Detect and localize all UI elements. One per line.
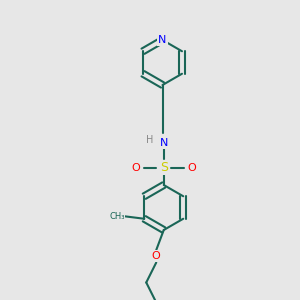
Text: S: S	[160, 161, 168, 174]
Text: O: O	[132, 163, 141, 172]
Text: N: N	[160, 137, 168, 148]
Text: CH₃: CH₃	[109, 212, 124, 221]
Text: N: N	[158, 35, 167, 45]
Text: O: O	[152, 251, 161, 261]
Text: H: H	[146, 135, 154, 145]
Text: O: O	[187, 163, 196, 172]
